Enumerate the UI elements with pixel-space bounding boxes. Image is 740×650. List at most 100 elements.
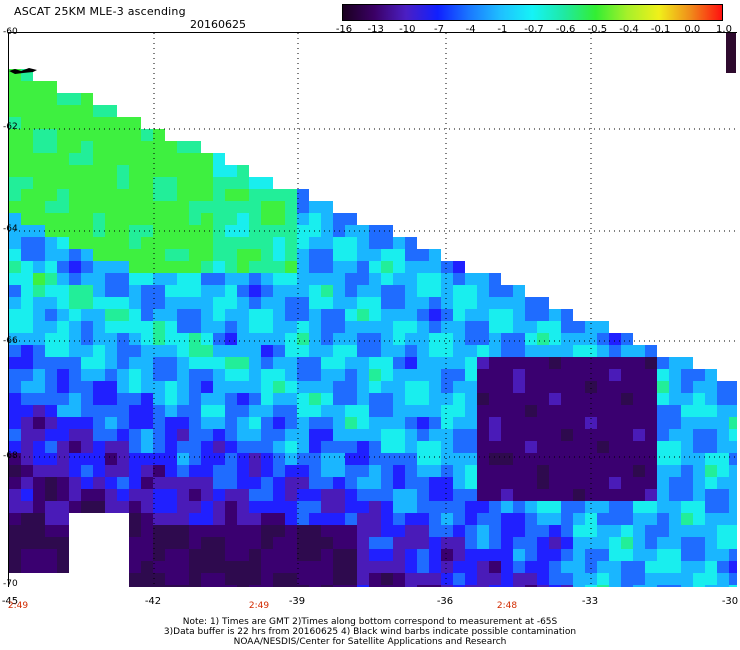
swath-cell: [417, 357, 429, 369]
swath-cell: [105, 105, 117, 117]
swath-cell: [285, 537, 297, 549]
swath-cell: [297, 549, 309, 561]
swath-cell: [597, 369, 609, 381]
swath-cell: [321, 285, 333, 297]
colorbar-tick: 0.0: [684, 24, 701, 35]
swath-cell: [621, 537, 633, 549]
swath-cell: [21, 285, 33, 297]
swath-cell: [285, 549, 297, 561]
swath-cell: [345, 225, 357, 237]
swath-cell: [621, 441, 633, 453]
swath-cell: [441, 321, 453, 333]
swath-cell: [225, 297, 237, 309]
swath-cell: [645, 345, 657, 357]
longitude-label: -39: [288, 596, 306, 607]
swath-cell: [489, 357, 501, 369]
colorbar-tick: -7: [434, 24, 444, 35]
colorbar-tick: -0.5: [587, 24, 608, 35]
swath-cell: [93, 273, 105, 285]
swath-cell: [57, 201, 69, 213]
swath-cell: [357, 333, 369, 345]
swath-cell: [441, 429, 453, 441]
swath-cell: [297, 357, 309, 369]
swath-cell: [81, 117, 93, 129]
swath-cell: [201, 453, 213, 465]
swath-cell: [165, 393, 177, 405]
swath-cell: [477, 489, 489, 501]
swath-cell: [357, 369, 369, 381]
swath-cell: [165, 261, 177, 273]
colorbar-tick: -1: [497, 24, 508, 35]
swath-cell: [105, 117, 117, 129]
swath-cell: [729, 417, 737, 429]
swath-cell: [57, 93, 69, 105]
swath-cell: [597, 561, 609, 573]
swath-cell: [153, 573, 165, 585]
swath-cell: [213, 273, 225, 285]
swath-cell: [429, 333, 441, 345]
swath-cell: [81, 225, 93, 237]
swath-cell: [129, 117, 141, 129]
map-plot-area[interactable]: [8, 32, 737, 587]
swath-cell: [225, 501, 237, 513]
swath-cell: [309, 441, 321, 453]
swath-cell: [69, 309, 81, 321]
swath-cell: [669, 417, 681, 429]
swath-cell: [381, 405, 393, 417]
swath-cell: [21, 357, 33, 369]
swath-cell: [309, 465, 321, 477]
swath-cell: [429, 309, 441, 321]
swath-cell: [225, 273, 237, 285]
swath-cell: [453, 321, 465, 333]
swath-cell: [69, 333, 81, 345]
swath-cell: [477, 345, 489, 357]
swath-cell: [285, 345, 297, 357]
swath-cell: [273, 201, 285, 213]
swath-cell: [441, 333, 453, 345]
swath-cell: [645, 393, 657, 405]
swath-cell: [81, 501, 93, 513]
swath-cell: [453, 297, 465, 309]
swath-cell: [345, 345, 357, 357]
swath-cell: [717, 585, 729, 587]
swath-cell: [585, 585, 597, 587]
swath-cell: [477, 549, 489, 561]
swath-cell: [165, 273, 177, 285]
longitude-label: -33: [581, 596, 599, 607]
swath-cell: [21, 501, 33, 513]
swath-cell: [645, 549, 657, 561]
swath-cell: [177, 261, 189, 273]
swath-cell: [129, 369, 141, 381]
swath-cell: [69, 489, 81, 501]
swath-cell: [261, 549, 273, 561]
swath-cell: [9, 141, 21, 153]
swath-cell: [93, 393, 105, 405]
swath-cell: [189, 273, 201, 285]
swath-cell: [285, 393, 297, 405]
swath-cell: [705, 573, 717, 585]
swath-cell: [9, 129, 21, 141]
swath-cell: [369, 441, 381, 453]
swath-cell: [309, 345, 321, 357]
swath-cell: [393, 453, 405, 465]
swath-cell: [609, 561, 621, 573]
swath-cell: [525, 369, 537, 381]
swath-cell: [705, 549, 717, 561]
swath-cell: [33, 261, 45, 273]
swath-cell: [501, 489, 513, 501]
swath-cell: [345, 321, 357, 333]
swath-cell: [21, 405, 33, 417]
swath-cell: [129, 417, 141, 429]
swath-cell: [405, 489, 417, 501]
swath-cell: [621, 429, 633, 441]
swath-cell: [141, 417, 153, 429]
longitude-label: -30: [721, 596, 739, 607]
swath-cell: [417, 489, 429, 501]
swath-cell: [717, 513, 729, 525]
swath-cell: [501, 537, 513, 549]
swath-cell: [285, 573, 297, 585]
swath-cell: [141, 441, 153, 453]
swath-cell: [489, 549, 501, 561]
swath-cell: [381, 477, 393, 489]
swath-cell: [273, 453, 285, 465]
